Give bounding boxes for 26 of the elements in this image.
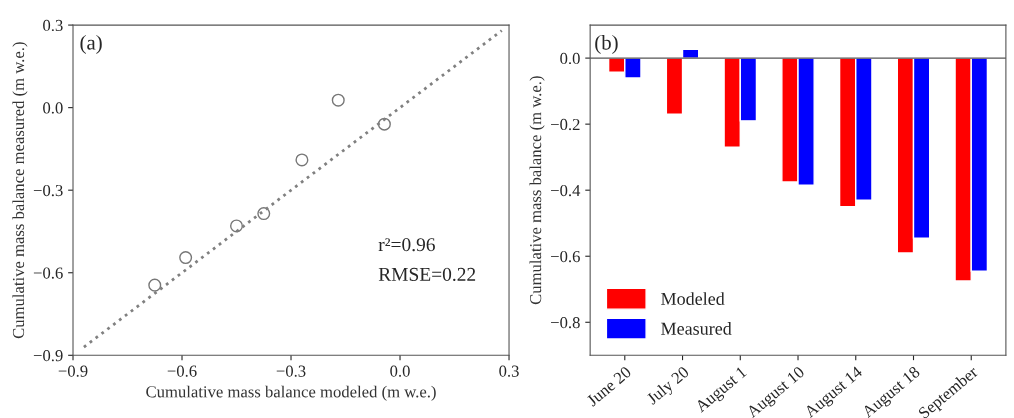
- x-tick-label: −0.9: [58, 365, 88, 377]
- annotation: (b): [595, 34, 618, 54]
- annotation: RMSE=0.22: [378, 267, 476, 281]
- x-tick-label: −0.6: [167, 365, 197, 377]
- annotation: (a): [80, 34, 102, 54]
- x-tick-label: July 20: [645, 365, 692, 408]
- y-tick-label: −0.4: [551, 184, 581, 197]
- y-tick-label: −0.9: [33, 350, 63, 362]
- x-tick-label: −0.3: [276, 365, 306, 377]
- y-tick-label: −0.3: [33, 184, 63, 197]
- y-tick-label: 0.0: [43, 102, 63, 114]
- x-axis-title: Cumulative mass balance modeled (m w.e.): [146, 385, 436, 401]
- y-tick-label: 0.3: [43, 19, 63, 32]
- y-tick-label: 0.0: [560, 52, 580, 65]
- annotation: r²=0.96: [378, 238, 435, 252]
- x-tick-label: June 20: [586, 365, 632, 407]
- y-tick-label: −0.6: [33, 267, 63, 279]
- y-tick-label: −0.6: [551, 250, 580, 263]
- legend-label: Modeled: [661, 292, 725, 305]
- y-axis-title: Cumulative mass balance measured (m w.e.): [12, 42, 28, 339]
- y-tick-label: −0.2: [551, 118, 580, 131]
- y-tick-label: −0.8: [551, 316, 580, 329]
- x-tick-label: 0.0: [390, 365, 410, 377]
- y-axis-title: Cumulative mass balance (m w.e.): [529, 76, 545, 305]
- legend-label: Measured: [661, 322, 732, 335]
- x-tick-label: 0.3: [499, 365, 519, 377]
